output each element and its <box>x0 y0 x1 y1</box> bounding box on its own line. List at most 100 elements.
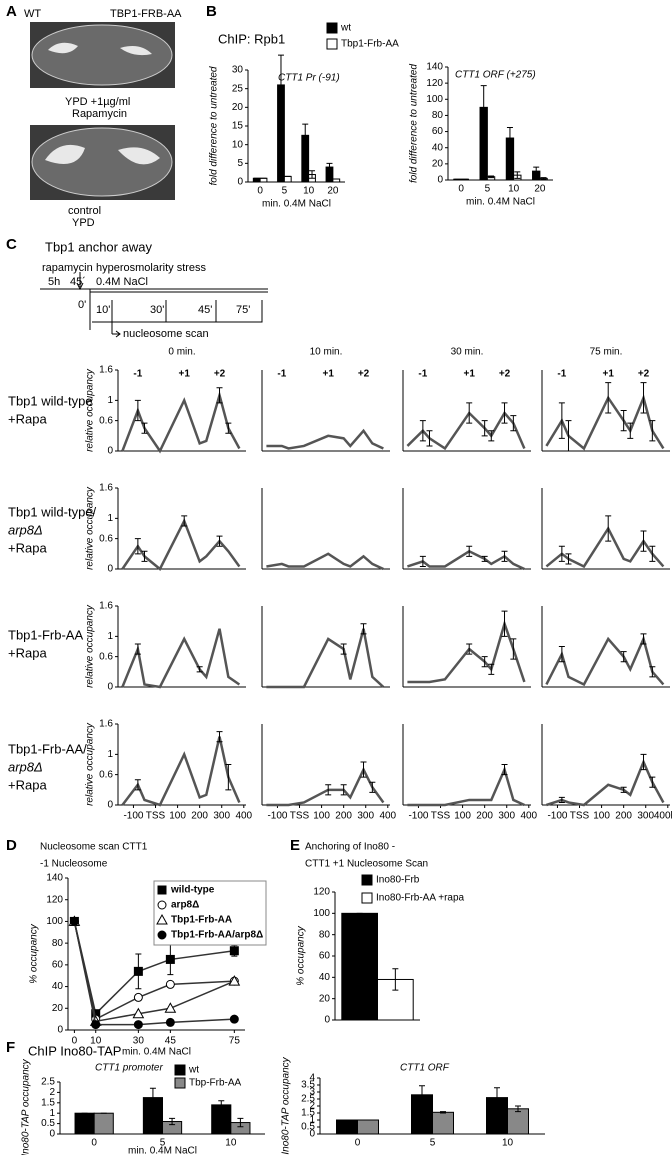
peak-label: +1 <box>179 369 191 380</box>
chart-title: 30 min. <box>451 347 484 358</box>
y-tick-label: 100 <box>46 916 63 927</box>
chart-title: -1 Nucleosome <box>40 859 108 870</box>
x-axis-label: min. 0.4M NaCl <box>466 197 535 208</box>
row-label: +Rapa <box>8 411 47 426</box>
error-bar <box>419 420 426 442</box>
plate <box>31 24 173 86</box>
y-tick-label: 15 <box>232 121 244 132</box>
y-tick-label: 20 <box>432 158 444 169</box>
chart-title: CTT1 ORF (+275) <box>455 70 536 81</box>
error-bar <box>216 387 223 404</box>
error-bar <box>326 162 333 172</box>
error-bar <box>225 422 232 434</box>
marker <box>133 966 143 976</box>
peak-label: +2 <box>499 369 511 380</box>
chart-title: 10 min. <box>310 347 343 358</box>
x-tick-label: 30 <box>133 1036 145 1047</box>
y-tick-label: 140 <box>426 62 443 73</box>
y-axis-label: relative occupancy <box>85 368 96 452</box>
row-label: arp8Δ <box>8 759 43 774</box>
error-bar <box>134 779 141 791</box>
legend-label: wt <box>340 23 351 34</box>
legend-box <box>153 880 267 946</box>
error-bar <box>419 1085 425 1105</box>
x-tick-label: 10 <box>225 1138 237 1149</box>
row-label: +Rapa <box>8 540 47 555</box>
y-tick-label: 1 <box>107 513 113 524</box>
legend-label: arp8Δ <box>171 900 199 911</box>
y-tick-label: 1.5 <box>301 1108 315 1119</box>
peak-label: -1 <box>418 369 427 380</box>
y-tick-label: 0 <box>237 177 243 188</box>
error-bar <box>627 422 634 439</box>
panel-letter: A <box>6 3 17 20</box>
legend-swatch <box>361 874 373 886</box>
row-label: +Rapa <box>8 777 47 792</box>
line <box>545 393 665 451</box>
y-tick-label: 0 <box>324 1015 330 1026</box>
y-tick-label: 0 <box>107 800 113 811</box>
chart-title: CTT1 Pr (-91) <box>278 73 340 84</box>
y-tick-label: 0.6 <box>99 533 113 544</box>
legend-swatch <box>174 1064 186 1076</box>
panel-title: ChIP Ino80-TAP <box>28 1043 121 1058</box>
x-tick-label: 100 <box>313 811 330 822</box>
marker <box>157 900 167 910</box>
timeline-label: 0' <box>78 299 86 311</box>
error-bar <box>302 123 309 148</box>
x-tick-label: 10 <box>90 1036 102 1047</box>
x-tick-label: 400 <box>235 811 252 822</box>
error-bar <box>426 430 433 447</box>
error-bar <box>501 764 508 776</box>
chart-title: Anchoring of Ino80 - <box>305 842 395 853</box>
x-tick-label: 5 <box>485 184 491 195</box>
chart-title: CTT1 +1 Nucleosome Scan <box>305 859 428 870</box>
error-bar <box>540 177 547 180</box>
marker <box>164 1002 177 1013</box>
error-bar <box>481 656 488 668</box>
peak-label: +2 <box>638 369 650 380</box>
timeline-label: 5h <box>48 276 60 288</box>
x-tick-label: TSS <box>431 811 451 822</box>
peak-label: +2 <box>358 369 370 380</box>
x-tick-label: 10 <box>303 186 315 197</box>
error-bar <box>605 515 612 542</box>
colonies <box>45 144 160 165</box>
chart-title: 0 min. <box>168 347 195 358</box>
error-bar <box>216 535 223 547</box>
error-bar <box>488 175 495 179</box>
error-bar <box>134 643 141 655</box>
timeline <box>40 272 268 338</box>
x-tick-label: 5 <box>282 186 288 197</box>
error-bar <box>141 422 148 434</box>
y-tick-label: 80 <box>432 110 444 121</box>
panel-letter: B <box>206 3 217 20</box>
y-axis-label: % occupancy <box>29 923 40 983</box>
y-axis-label: relative occupancy <box>85 604 96 688</box>
error-bar <box>480 85 487 130</box>
line <box>121 517 241 571</box>
y-tick-label: 1 <box>107 631 113 642</box>
y-tick-label: 40 <box>319 972 331 983</box>
y-tick-label: 60 <box>319 951 331 962</box>
row-label: Tbp1-Frb-AA <box>8 627 83 642</box>
marker <box>157 885 167 895</box>
panel-title: ChIP: Rpb1 <box>218 31 285 46</box>
marker <box>229 1014 239 1024</box>
x-tick-label: 0 <box>458 184 464 195</box>
y-axis-label: % occupancy <box>296 925 307 985</box>
y-tick-label: 25 <box>232 83 244 94</box>
error-bar <box>360 761 367 778</box>
error-bar <box>640 753 647 771</box>
error-bar <box>649 545 656 562</box>
bar <box>93 1112 114 1135</box>
y-tick-label: 4 <box>309 1073 315 1084</box>
y-tick-label: 100 <box>426 94 443 105</box>
marker <box>228 975 241 986</box>
legend-swatch <box>326 22 338 34</box>
y-tick-label: 0.6 <box>99 415 113 426</box>
x-tick-label: 10 <box>508 184 520 195</box>
y-tick-label: 60 <box>52 959 64 970</box>
error-bar <box>360 623 367 635</box>
error-bar <box>466 643 473 655</box>
